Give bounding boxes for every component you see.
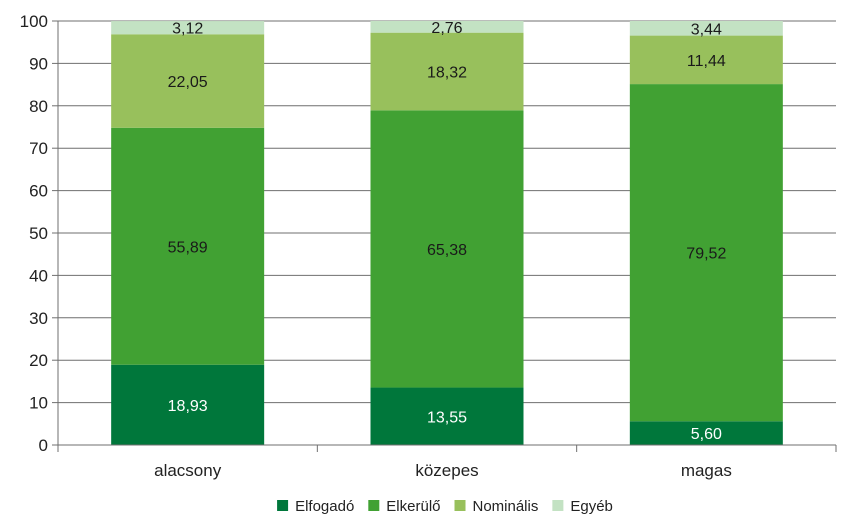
bar-segment-3-alacsony — [111, 34, 265, 128]
legend-label: Egyéb — [570, 498, 613, 515]
bars — [111, 20, 783, 445]
legend: Elfogadó Elkerülő Nominális Egyéb — [277, 498, 613, 515]
y-tick-label: 20 — [29, 351, 48, 370]
data-label: 65,38 — [427, 242, 467, 259]
data-label: 18,93 — [168, 398, 208, 415]
data-label: 22,05 — [168, 74, 208, 91]
x-category-label: közepes — [415, 461, 478, 480]
bar-segment-3-közepes — [370, 32, 524, 111]
y-tick-label: 0 — [39, 436, 48, 455]
y-tick-label: 40 — [29, 266, 48, 285]
x-category-label: alacsony — [154, 461, 222, 480]
legend-label: Nominális — [473, 498, 539, 515]
y-tick-label: 90 — [29, 54, 48, 73]
bar-segment-1-alacsony — [111, 364, 265, 445]
data-label: 13,55 — [427, 409, 467, 426]
bar-segment-4-alacsony — [111, 21, 265, 35]
y-tick-label: 60 — [29, 182, 48, 201]
y-tick-label: 50 — [29, 224, 48, 243]
bar-segment-1-közepes — [370, 387, 524, 445]
bar-segment-4-közepes — [370, 20, 524, 33]
legend-swatch — [277, 500, 289, 511]
y-tick-label: 100 — [20, 12, 48, 31]
y-tick-label: 10 — [29, 394, 48, 413]
legend-label: Elfogadó — [295, 498, 354, 515]
bar-segment-1-magas — [629, 421, 783, 445]
legend-swatch — [454, 500, 466, 511]
bar-segment-2-alacsony — [111, 127, 265, 365]
y-tick-label: 80 — [29, 97, 48, 116]
data-label: 79,52 — [686, 246, 726, 263]
data-label: 5,60 — [691, 426, 722, 443]
axes: 0 10 20 30 40 50 60 70 80 90 100 alacsony közepes mag… — [20, 12, 837, 480]
x-category-label: magas — [681, 461, 732, 480]
bar-segment-2-magas — [629, 84, 783, 422]
legend-swatch — [368, 500, 380, 511]
data-label: 3,44 — [691, 21, 722, 38]
y-tick-label: 70 — [29, 139, 48, 158]
data-labels: 18,93 55,89 22,05 3,12 13,55 65,38 18,32 2,76 5,… — [168, 20, 727, 443]
data-label: 11,44 — [687, 53, 726, 70]
legend-label: Elkerülő — [386, 498, 440, 515]
bar-segment-2-közepes — [370, 110, 524, 388]
bar-segment-3-magas — [629, 35, 783, 85]
data-label: 55,89 — [168, 239, 208, 256]
bar-segment-4-magas — [629, 21, 783, 36]
y-tick-label: 30 — [29, 309, 48, 328]
data-label: 3,12 — [172, 21, 203, 38]
legend-swatch — [552, 500, 564, 511]
data-label: 2,76 — [431, 20, 462, 37]
data-label: 18,32 — [427, 64, 467, 81]
